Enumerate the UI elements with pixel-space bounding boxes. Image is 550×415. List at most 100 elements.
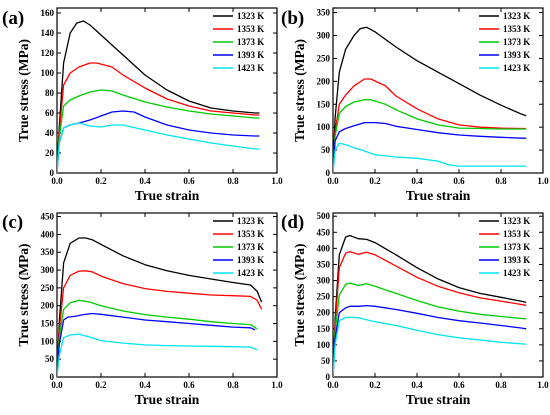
x-tick-label: 0.8 bbox=[227, 380, 239, 390]
legend-label: 1423 K bbox=[503, 268, 530, 278]
y-tick-label: 0 bbox=[326, 168, 331, 178]
y-tick-label: 400 bbox=[317, 243, 331, 253]
series-line-1323k bbox=[57, 237, 263, 377]
legend-label: 1323 K bbox=[237, 11, 264, 21]
x-tick-label: 1.0 bbox=[537, 380, 549, 390]
y-tick-label: 150 bbox=[317, 324, 331, 334]
y-tick-label: 100 bbox=[317, 122, 331, 132]
legend-label: 1323 K bbox=[237, 216, 264, 226]
legend-label: 1393 K bbox=[503, 50, 530, 60]
y-axis-title: True stress (MPa) bbox=[292, 39, 307, 142]
y-tick-label: 80 bbox=[45, 88, 55, 98]
y-tick-label: 450 bbox=[41, 212, 55, 222]
x-tick-label: 1.0 bbox=[271, 176, 283, 186]
legend-label: 1373 K bbox=[237, 242, 264, 252]
series-line-1393k bbox=[57, 110, 260, 173]
legend-label: 1423 K bbox=[503, 63, 530, 73]
x-tick-label: 0.4 bbox=[411, 176, 423, 186]
x-axis-title: True strain bbox=[135, 188, 200, 203]
series-line-1323k bbox=[333, 234, 527, 377]
y-tick-label: 250 bbox=[41, 283, 55, 293]
series-line-1373k bbox=[57, 299, 258, 377]
x-tick-label: 1.0 bbox=[271, 380, 283, 390]
series-line-1423k bbox=[333, 142, 527, 173]
x-axis-title: True strain bbox=[406, 188, 471, 203]
x-tick-label: 0.0 bbox=[51, 380, 63, 390]
y-tick-label: 350 bbox=[41, 247, 55, 257]
x-tick-label: 0.2 bbox=[369, 380, 381, 390]
series-line-1393k bbox=[333, 304, 527, 377]
x-tick-label: 0.2 bbox=[95, 380, 107, 390]
y-axis-title: True stress (MPa) bbox=[16, 39, 31, 142]
legend-label: 1423 K bbox=[237, 63, 264, 73]
legend-label: 1323 K bbox=[503, 216, 530, 226]
x-tick-label: 0.0 bbox=[327, 176, 339, 186]
y-tick-label: 120 bbox=[41, 48, 55, 58]
series-line-1323k bbox=[57, 20, 260, 173]
legend-label: 1373 K bbox=[237, 37, 264, 47]
x-tick-label: 0.6 bbox=[453, 380, 465, 390]
legend-label: 1353 K bbox=[503, 229, 530, 239]
x-tick-label: 1.0 bbox=[537, 176, 549, 186]
y-tick-label: 300 bbox=[317, 31, 331, 41]
legend-label: 1393 K bbox=[237, 255, 264, 265]
y-tick-label: 0 bbox=[50, 168, 55, 178]
legend-label: 1423 K bbox=[237, 268, 264, 278]
x-tick-label: 0.8 bbox=[227, 176, 239, 186]
y-tick-label: 200 bbox=[41, 301, 55, 311]
series-line-1393k bbox=[333, 121, 527, 173]
legend-label: 1353 K bbox=[503, 24, 530, 34]
x-axis-title: True strain bbox=[406, 392, 471, 407]
series-line-1393k bbox=[57, 312, 256, 377]
x-tick-label: 0.2 bbox=[369, 176, 381, 186]
x-tick-label: 0.4 bbox=[411, 380, 423, 390]
series-line-1423k bbox=[57, 333, 258, 377]
x-tick-label: 0.8 bbox=[495, 176, 507, 186]
y-tick-label: 20 bbox=[45, 148, 55, 158]
series-line-1423k bbox=[333, 316, 527, 377]
series-line-1353k bbox=[333, 78, 527, 173]
series-line-1353k bbox=[57, 270, 263, 377]
plot-frame bbox=[332, 7, 544, 174]
x-axis-title: True strain bbox=[135, 392, 200, 407]
y-tick-label: 250 bbox=[317, 53, 331, 63]
x-tick-label: 0.6 bbox=[183, 380, 195, 390]
legend-label: 1353 K bbox=[237, 24, 264, 34]
x-tick-label: 0.8 bbox=[495, 380, 507, 390]
series-line-1423k bbox=[57, 122, 260, 173]
y-tick-label: 40 bbox=[45, 128, 55, 138]
series-line-1373k bbox=[57, 89, 260, 173]
y-tick-label: 150 bbox=[317, 99, 331, 109]
x-tick-label: 0.0 bbox=[51, 176, 63, 186]
x-tick-label: 0.2 bbox=[95, 176, 107, 186]
plot-frame bbox=[56, 212, 278, 378]
chart-panel-3: 0.0 0.2 0.4 0.6 0.8 1.0 0 50 100 150 200 250 300 350 4… bbox=[2, 212, 283, 407]
y-tick-label: 200 bbox=[317, 308, 331, 318]
y-tick-label: 100 bbox=[41, 336, 55, 346]
y-tick-label: 350 bbox=[317, 259, 331, 269]
x-tick-label: 0.4 bbox=[139, 380, 151, 390]
y-tick-label: 450 bbox=[317, 227, 331, 237]
y-tick-label: 0 bbox=[50, 372, 55, 382]
panel-label: (c) bbox=[2, 212, 23, 233]
y-tick-label: 300 bbox=[41, 265, 55, 275]
y-tick-label: 50 bbox=[321, 356, 331, 366]
chart-panel-4: 0.0 0.2 0.4 0.6 0.8 1.0 0 50 100 150 200 250 300 350 4… bbox=[281, 211, 549, 407]
y-tick-label: 500 bbox=[317, 211, 331, 221]
chart-panel-1: 0.0 0.2 0.4 0.6 0.8 1.0 0 20 40 60 80 100 120 140 160 T… bbox=[2, 7, 283, 203]
y-tick-label: 50 bbox=[45, 354, 55, 364]
y-tick-label: 400 bbox=[41, 229, 55, 239]
legend-label: 1323 K bbox=[503, 11, 530, 21]
y-tick-label: 60 bbox=[45, 108, 55, 118]
y-tick-label: 300 bbox=[317, 276, 331, 286]
y-tick-label: 50 bbox=[321, 145, 331, 155]
y-tick-label: 150 bbox=[41, 319, 55, 329]
plot-frame bbox=[56, 7, 278, 174]
x-tick-label: 0.4 bbox=[139, 176, 151, 186]
chart-panel-2: 0.0 0.2 0.4 0.6 0.8 1.0 0 50 100 150 200 250 300 350 T… bbox=[281, 7, 549, 203]
y-tick-label: 160 bbox=[41, 8, 55, 18]
panel-label: (a) bbox=[2, 8, 24, 29]
plot-frame bbox=[332, 212, 544, 378]
